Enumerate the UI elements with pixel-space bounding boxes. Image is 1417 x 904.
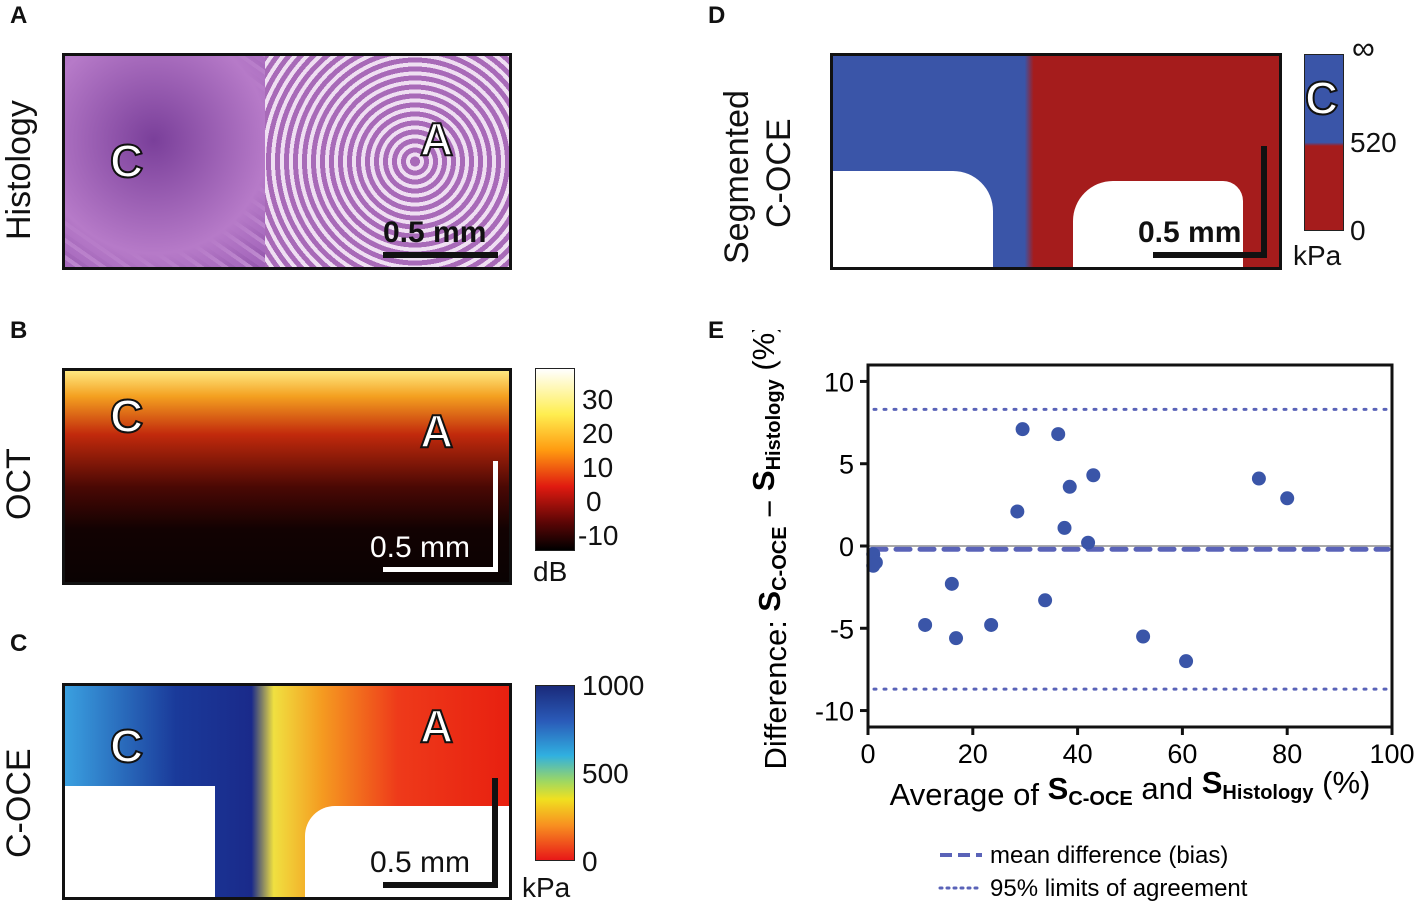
segmented-c-oce-image: 0.5 mm [830,53,1282,270]
scale-bar-vertical [492,778,498,888]
row-label-segmented: Segmented [718,90,756,264]
scale-bar-label: 0.5 mm [1138,216,1242,249]
row-label-c-oce: C-OCE [760,118,798,228]
region-label-a: A [419,404,454,458]
row-label-histology: Histology [0,100,38,240]
y-tick-label: 0 [839,532,854,562]
data-point [1051,427,1066,442]
region-label-c: C [109,134,144,188]
region-label-c: C [109,389,144,443]
y-tick-label: 5 [839,450,854,480]
x-tick-label: 20 [958,739,988,769]
data-point [1280,491,1295,506]
colorbar-tick: 20 [582,418,614,449]
colorbar-tick: 0 [1350,215,1366,246]
colorbar-tick: 520 [1350,127,1397,158]
scale-bar [383,252,498,258]
y-axis-label: Difference: SC-OCE − SHistology (%) [746,330,793,770]
segmented-colorbar: C [1304,54,1344,231]
colorbar-tick: -10 [578,520,619,551]
y-tick-label: -5 [830,614,854,644]
data-point [918,617,933,632]
colorbar-tick: 10 [582,452,614,483]
colorbar-unit: kPa [522,872,571,903]
data-point [1010,504,1025,519]
x-axis-label: Average of SC-OCE and SHistology (%) [890,765,1371,812]
data-point [1038,593,1053,608]
scale-bar [383,567,498,572]
y-tick-label: -10 [815,697,854,727]
x-tick-label: 60 [1167,739,1197,769]
panel-letter-d: D [708,2,726,29]
row-label-c-oce: C-OCE [0,748,38,858]
colorbar-tick: 1000 [582,670,645,701]
panel-letter-a: A [10,2,28,29]
data-point [1062,479,1077,494]
bland-altman-chart: 0 20 40 60 80 100 -10 -5 0 5 10 Average of SC-OCE a… [746,330,1415,902]
oct-image: C A 0.5 mm [62,368,512,585]
x-tick-label: 80 [1272,739,1302,769]
scale-bar [1153,252,1267,258]
panel-letter-c: C [10,630,28,657]
colorbar-tick: 0 [582,846,598,877]
data-point [984,617,999,632]
scale-bar-vertical [1261,146,1267,258]
x-tick-label: 40 [1063,739,1093,769]
legend-bias-label: mean difference (bias) [990,842,1228,869]
scale-bar-label: 0.5 mm [370,531,471,564]
panel-letter-b: B [10,317,28,344]
row-label-oct: OCT [0,448,38,520]
c-oce-colorbar [535,685,575,861]
colorbar-tick: 30 [582,384,614,415]
oct-colorbar [535,368,575,551]
legend-limits-label: 95% limits of agreement [990,875,1248,902]
data-point [1086,468,1101,483]
x-tick-label: 100 [1369,739,1414,769]
region-label-a: A [419,112,454,166]
data-point [1179,654,1194,669]
c-oce-image: C A 0.5 mm [62,683,512,900]
colorbar-unit: dB [533,556,568,587]
colorbar-tick: ∞ [1352,30,1375,66]
panel-letter-e: E [708,317,725,344]
colorbar-unit: kPa [1293,240,1342,271]
colorbar-tick: 500 [582,758,629,789]
scale-bar [383,882,498,888]
scale-bar-vertical [493,461,498,572]
scale-bar-label: 0.5 mm [370,846,471,879]
region-label-c: C [109,719,144,773]
region-label-a: A [419,699,454,753]
data-point [1251,471,1266,486]
data-point [949,631,964,646]
data-point [944,576,959,591]
data-point [1136,629,1151,644]
x-tick-label: 0 [860,739,875,769]
data-point [1057,520,1072,535]
data-point [866,558,881,573]
region-label-c: C [1304,71,1339,125]
data-point [1015,422,1030,437]
colorbar-tick: 0 [586,486,602,517]
scale-bar-label: 0.5 mm [383,216,487,249]
data-point [1081,535,1096,550]
y-tick-label: 10 [824,367,854,397]
histology-image: C A 0.5 mm [62,53,512,270]
